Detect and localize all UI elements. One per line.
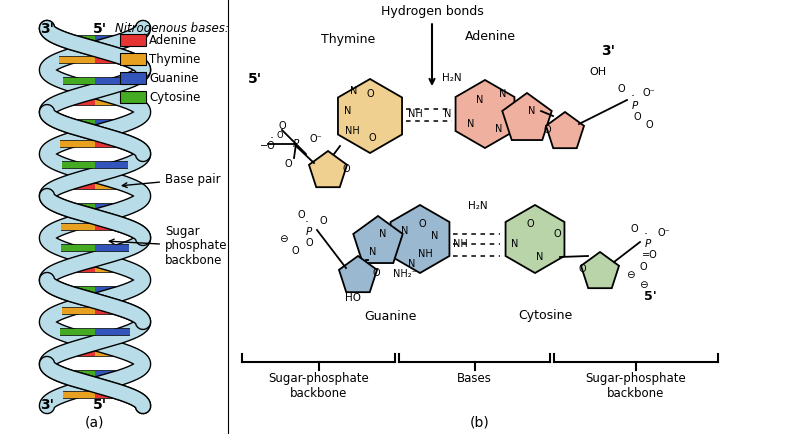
Text: P: P xyxy=(293,139,299,149)
Text: N: N xyxy=(499,89,506,99)
Text: N: N xyxy=(350,86,358,96)
Text: N: N xyxy=(379,229,386,239)
Text: (b): (b) xyxy=(470,415,490,429)
Text: N: N xyxy=(528,106,536,116)
FancyBboxPatch shape xyxy=(120,72,146,84)
Text: Nitrogenous bases:: Nitrogenous bases: xyxy=(115,22,229,35)
Text: ·: · xyxy=(644,228,648,241)
Text: O: O xyxy=(617,84,625,94)
Text: N: N xyxy=(495,124,502,134)
Text: O: O xyxy=(366,89,374,99)
Text: NH: NH xyxy=(453,239,468,249)
Text: O: O xyxy=(368,133,376,143)
Text: 3': 3' xyxy=(40,22,54,36)
Text: O: O xyxy=(418,219,426,229)
Text: 5': 5' xyxy=(644,289,656,302)
Text: O: O xyxy=(578,264,586,274)
FancyBboxPatch shape xyxy=(120,34,146,46)
Text: 5': 5' xyxy=(93,22,107,36)
Text: O⁻: O⁻ xyxy=(642,88,655,98)
Text: N: N xyxy=(431,231,438,241)
Text: ⊖: ⊖ xyxy=(278,234,287,244)
Text: Sugar-phosphate
backbone: Sugar-phosphate backbone xyxy=(268,372,369,400)
Text: Sugar
phosphate
backbone: Sugar phosphate backbone xyxy=(110,224,227,267)
Text: =O: =O xyxy=(642,250,658,260)
Polygon shape xyxy=(309,151,347,187)
Text: ⊖: ⊖ xyxy=(638,280,647,290)
Text: O: O xyxy=(553,229,561,239)
Text: O: O xyxy=(342,164,350,174)
Text: Sugar-phosphate
backbone: Sugar-phosphate backbone xyxy=(586,372,686,400)
Text: ·: · xyxy=(631,90,635,103)
Text: Base pair: Base pair xyxy=(122,172,221,187)
Text: O: O xyxy=(630,224,638,234)
Text: N: N xyxy=(476,95,484,105)
Polygon shape xyxy=(581,252,619,288)
Text: O: O xyxy=(305,238,313,248)
Text: 5': 5' xyxy=(93,398,107,412)
Text: O: O xyxy=(319,216,327,226)
Text: Cytosine: Cytosine xyxy=(518,309,572,322)
Text: OH: OH xyxy=(590,67,606,77)
Text: N: N xyxy=(402,226,409,236)
Text: O: O xyxy=(291,246,299,256)
Text: N: N xyxy=(444,109,451,119)
Text: Adenine: Adenine xyxy=(149,33,197,46)
Polygon shape xyxy=(502,93,552,140)
Text: P: P xyxy=(645,239,651,249)
Text: Bases: Bases xyxy=(457,372,492,385)
Text: Guanine: Guanine xyxy=(364,309,416,322)
Text: O: O xyxy=(543,125,551,135)
Text: O: O xyxy=(526,219,534,229)
Text: O: O xyxy=(645,120,653,130)
Text: P: P xyxy=(632,101,638,111)
Text: O: O xyxy=(633,112,641,122)
Text: O: O xyxy=(278,121,286,131)
Text: 5': 5' xyxy=(248,72,262,86)
Text: N: N xyxy=(536,252,544,262)
Text: Adenine: Adenine xyxy=(465,30,515,43)
FancyBboxPatch shape xyxy=(120,91,146,103)
Text: O: O xyxy=(639,262,647,272)
Text: Hydrogen bonds: Hydrogen bonds xyxy=(381,6,483,84)
Text: O: O xyxy=(297,210,305,220)
Text: Cytosine: Cytosine xyxy=(149,91,200,103)
Text: −O: −O xyxy=(260,141,276,151)
Text: O: O xyxy=(284,159,292,169)
Text: N: N xyxy=(344,106,352,116)
Text: 3': 3' xyxy=(40,398,54,412)
Text: HO: HO xyxy=(345,293,361,303)
Text: N: N xyxy=(370,247,377,257)
Text: ·: · xyxy=(270,132,274,145)
Text: N: N xyxy=(467,119,474,129)
Text: Thymine: Thymine xyxy=(149,53,200,66)
Polygon shape xyxy=(354,216,402,263)
Text: (a): (a) xyxy=(86,415,105,429)
Text: 3': 3' xyxy=(601,44,615,58)
Text: NH: NH xyxy=(418,249,432,259)
Text: H₂N: H₂N xyxy=(442,73,462,83)
Polygon shape xyxy=(546,112,584,148)
Text: NH₂⁻: NH₂⁻ xyxy=(393,269,417,279)
Text: P: P xyxy=(306,227,312,237)
Polygon shape xyxy=(455,80,514,148)
FancyBboxPatch shape xyxy=(120,53,146,65)
Text: ⊖: ⊖ xyxy=(626,270,634,280)
Text: N: N xyxy=(408,259,416,269)
Text: O⁻: O⁻ xyxy=(310,134,322,144)
Text: O: O xyxy=(372,268,380,278)
Text: H₂N: H₂N xyxy=(468,201,488,211)
Text: Thymine: Thymine xyxy=(321,33,375,46)
Text: ·: · xyxy=(305,216,309,229)
Polygon shape xyxy=(338,79,402,153)
Polygon shape xyxy=(390,205,450,273)
Text: N: N xyxy=(511,239,518,249)
Text: NH: NH xyxy=(345,126,359,136)
Text: NH: NH xyxy=(408,109,422,119)
Polygon shape xyxy=(506,205,565,273)
Text: O⁻: O⁻ xyxy=(658,228,670,238)
Text: O: O xyxy=(277,132,283,141)
Text: Guanine: Guanine xyxy=(149,72,198,85)
Polygon shape xyxy=(339,256,377,292)
